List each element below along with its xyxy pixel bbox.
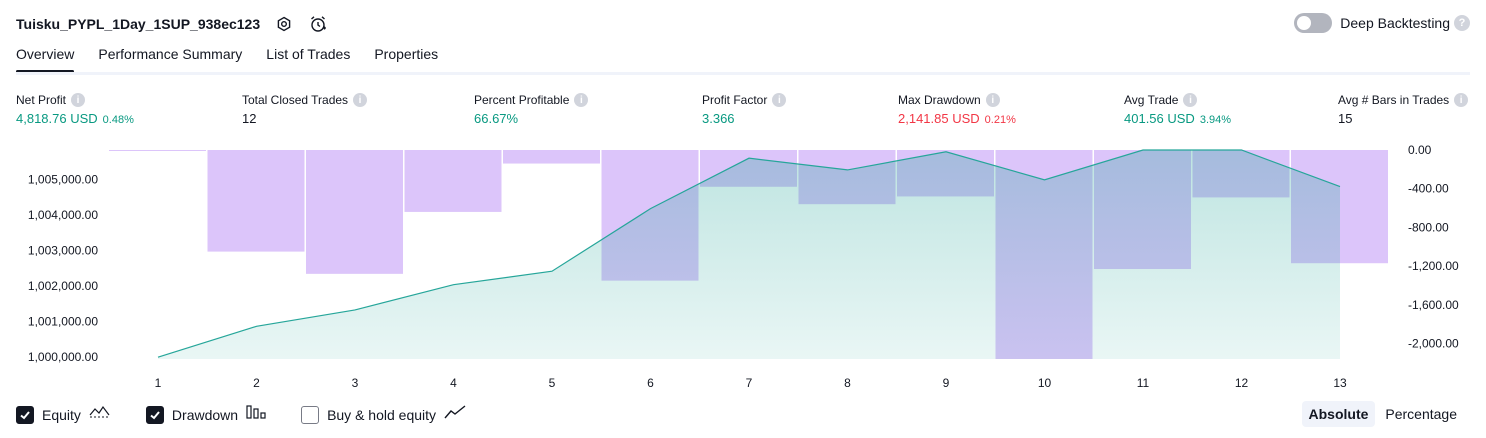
chart-legend: Equity Drawdown Buy & hold equity [16, 403, 501, 426]
equity-checkbox[interactable] [16, 405, 34, 424]
percentage-button[interactable]: Percentage [1385, 406, 1457, 422]
legend-equity-label: Equity [42, 406, 81, 423]
x-axis-tick: 4 [450, 376, 457, 390]
metric-label: Percent Profitable [474, 93, 570, 107]
legend-buy-hold[interactable]: Buy & hold equity [301, 403, 467, 426]
x-axis-tick: 6 [647, 376, 654, 390]
metric-percent: 0.21% [984, 114, 1016, 126]
metric-label: Max Drawdown [898, 93, 981, 107]
drawdown-bar [404, 150, 502, 212]
right-axis-tick: -1,200.00 [1408, 259, 1459, 273]
drawdown-bar [207, 150, 305, 252]
drawdown-bar [109, 150, 206, 151]
metric-profit-factor: Profit Factor i 3.366 [702, 93, 787, 126]
equity-drawdown-chart: 1,000,000.00 1,001,000.00 1,002,000.00 1,00… [28, 143, 1459, 390]
drawdown-bar [503, 150, 600, 164]
metric-percent: 3.94% [1199, 114, 1232, 126]
metric-label: Avg # Bars in Trades [1338, 93, 1450, 107]
view-mode-switch: Absolute Percentage [1299, 401, 1465, 427]
left-axis-tick: 1,004,000.00 [28, 208, 98, 222]
tab-list-of-trades[interactable]: List of Trades [266, 46, 351, 62]
legend-drawdown-label: Drawdown [171, 406, 239, 423]
right-axis-tick: -800.00 [1408, 220, 1449, 234]
deep-backtesting: Deep Backtesting ? [1294, 13, 1470, 33]
help-icon[interactable]: ? [1454, 15, 1470, 31]
metric-value: 4,818.76 USD [16, 111, 98, 126]
drawdown-checkbox[interactable] [145, 405, 164, 424]
tab-properties[interactable]: Properties [374, 46, 439, 62]
buy-hold-line-icon [443, 403, 467, 426]
equity-line [157, 149, 1341, 358]
equity-line-icon [88, 403, 112, 426]
info-icon[interactable]: i [353, 93, 368, 107]
metric-value: 66.67% [474, 111, 519, 126]
buy-hold-checkbox[interactable] [301, 405, 320, 424]
x-axis-tick: 2 [253, 376, 260, 390]
left-axis-tick: 1,003,000.00 [28, 244, 98, 258]
metric-label: Avg Trade [1124, 93, 1179, 107]
x-axis-tick: 13 [1333, 376, 1347, 390]
x-axis-tick: 3 [352, 376, 359, 390]
legend-buy-hold-label: Buy & hold equity [327, 406, 437, 423]
right-axis-tick: -1,600.00 [1408, 298, 1459, 312]
x-axis-tick: 9 [943, 376, 950, 390]
info-icon[interactable]: i [574, 93, 589, 107]
left-axis-tick: 1,001,000.00 [28, 315, 98, 329]
metric-label: Net Profit [16, 93, 67, 107]
metric-value: 15 [1338, 111, 1353, 126]
metric-avg-bars-in-trades: Avg # Bars in Trades i 15 [1338, 93, 1469, 126]
metric-value: 12 [242, 111, 257, 126]
tab-overview[interactable]: Overview [16, 46, 75, 73]
x-axis-tick: 5 [549, 376, 556, 390]
info-icon[interactable]: i [772, 93, 787, 107]
strategy-title: Tuisku_PYPL_1Day_1SUP_938ec123 [16, 16, 261, 32]
x-axis-tick: 10 [1038, 376, 1052, 390]
strategy-header: Tuisku_PYPL_1Day_1SUP_938ec123 [16, 12, 328, 36]
metric-total-closed-trades: Total Closed Trades i 12 [242, 93, 368, 126]
x-axis-tick: 12 [1235, 376, 1249, 390]
left-axis-tick: 1,000,000.00 [28, 350, 98, 364]
equity-area [158, 150, 1340, 359]
metric-value: 401.56 USD [1124, 111, 1195, 126]
tab-bar: Overview Performance Summary List of Tra… [16, 46, 462, 73]
absolute-button[interactable]: Absolute [1301, 401, 1376, 427]
metric-net-profit: Net Profit i 4,818.76 USD 0.48% [16, 93, 134, 126]
metric-label: Total Closed Trades [242, 93, 349, 107]
left-axis-tick: 1,002,000.00 [28, 279, 98, 293]
deep-backtesting-label: Deep Backtesting [1340, 15, 1450, 31]
right-axis-tick: -2,000.00 [1408, 337, 1459, 351]
x-axis-tick: 8 [844, 376, 851, 390]
deep-backtesting-toggle[interactable] [1294, 13, 1333, 33]
tabs-divider [16, 72, 1470, 75]
metric-value: 2,141.85 USD [898, 111, 980, 126]
info-icon[interactable]: i [1183, 93, 1198, 107]
alarm-clock-icon[interactable] [308, 14, 328, 34]
metric-max-drawdown: Max Drawdown i 2,141.85 USD 0.21% [898, 93, 1016, 126]
legend-equity[interactable]: Equity [16, 403, 112, 426]
info-icon[interactable]: i [1454, 93, 1469, 107]
info-icon[interactable]: i [71, 93, 86, 107]
info-icon[interactable]: i [985, 93, 1000, 107]
gear-icon[interactable] [274, 14, 294, 34]
legend-drawdown[interactable]: Drawdown [145, 403, 267, 426]
metric-percent: 0.48% [102, 114, 134, 126]
right-axis-tick: 0.00 [1408, 143, 1432, 157]
drawdown-bars-icon [245, 403, 267, 426]
metric-avg-trade: Avg Trade i 401.56 USD 3.94% [1124, 93, 1231, 126]
metric-percent-profitable: Percent Profitable i 66.67% [474, 93, 589, 126]
metric-value: 3.366 [702, 111, 735, 126]
x-axis-tick: 1 [155, 376, 162, 390]
x-axis-tick: 7 [746, 376, 753, 390]
tab-performance-summary[interactable]: Performance Summary [98, 46, 243, 62]
left-axis-tick: 1,005,000.00 [28, 173, 98, 187]
metric-label: Profit Factor [702, 93, 768, 107]
x-axis-tick: 11 [1137, 376, 1150, 390]
right-axis-tick: -400.00 [1408, 182, 1449, 196]
drawdown-bar [306, 150, 403, 274]
